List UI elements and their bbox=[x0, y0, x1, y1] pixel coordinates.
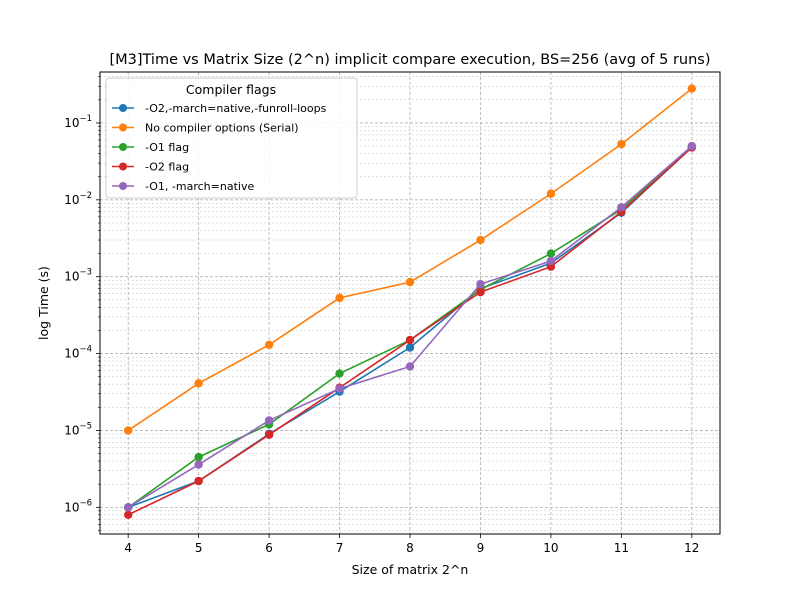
x-tick-label: 12 bbox=[684, 541, 699, 555]
legend-label: -O2,-march=native,-funroll-loops bbox=[145, 102, 327, 115]
x-tick-label: 5 bbox=[195, 541, 203, 555]
series-1-point bbox=[405, 343, 415, 352]
legend-label: -O1, -march=native bbox=[145, 180, 254, 193]
series-3-point bbox=[335, 369, 344, 378]
legend-swatch-marker bbox=[119, 123, 127, 132]
series-4-point bbox=[405, 335, 415, 345]
series-2-point bbox=[546, 189, 556, 198]
series-2-point bbox=[123, 426, 133, 435]
legend-box bbox=[105, 77, 358, 199]
series-2-point bbox=[405, 277, 415, 287]
x-tick-label: 8 bbox=[406, 541, 414, 555]
series-2-point bbox=[335, 293, 344, 303]
legend-label: No compiler options (Serial) bbox=[145, 122, 299, 135]
series-2-point bbox=[476, 235, 485, 245]
legend-label: -O2 flag bbox=[145, 161, 189, 174]
legend-swatch-marker bbox=[119, 104, 127, 112]
legend: Compiler flags -O2,-march=native,-funrol… bbox=[105, 77, 358, 199]
x-axis-ticks: 4 5 6 7 8 9 10 11 12 bbox=[124, 534, 699, 555]
x-tick-label: 6 bbox=[265, 541, 273, 555]
series-5-point bbox=[123, 503, 133, 512]
series-4-point bbox=[194, 476, 203, 486]
series-3-point bbox=[546, 249, 556, 258]
series-2-point bbox=[617, 139, 626, 149]
series-5-point bbox=[617, 203, 626, 212]
series-4-point bbox=[123, 510, 133, 519]
series-2-point bbox=[264, 340, 274, 350]
series-3-point bbox=[194, 452, 203, 462]
x-tick-label: 10 bbox=[543, 541, 558, 555]
series-4-point bbox=[264, 430, 274, 439]
legend-swatch-marker bbox=[119, 162, 127, 171]
series-5-point bbox=[264, 416, 274, 425]
series-layer bbox=[123, 84, 697, 519]
chart-title: [M3]Time vs Matrix Size (2^n) implicit c… bbox=[109, 52, 710, 68]
legend-swatch-marker bbox=[119, 182, 127, 190]
series-4-point bbox=[476, 287, 485, 297]
x-tick-label: 11 bbox=[614, 541, 629, 555]
legend-title: Compiler flags bbox=[186, 82, 276, 97]
series-5-point bbox=[476, 279, 485, 289]
series-5-point bbox=[687, 141, 697, 151]
y-axis-label: log Time (s) bbox=[36, 266, 51, 340]
x-axis-label: Size of matrix 2^n bbox=[352, 562, 469, 577]
legend-label: -O1 flag bbox=[145, 141, 189, 154]
x-tick-label: 9 bbox=[477, 541, 485, 555]
series-2-point bbox=[687, 84, 697, 93]
x-tick-label: 4 bbox=[124, 541, 132, 555]
legend-swatch-marker bbox=[119, 143, 127, 151]
series-5-point bbox=[546, 256, 556, 266]
series-5-point bbox=[405, 362, 415, 371]
series-5-point bbox=[335, 384, 344, 393]
x-tick-label: 7 bbox=[336, 541, 344, 555]
series-2-point bbox=[194, 379, 203, 388]
series-5-point bbox=[194, 460, 203, 469]
